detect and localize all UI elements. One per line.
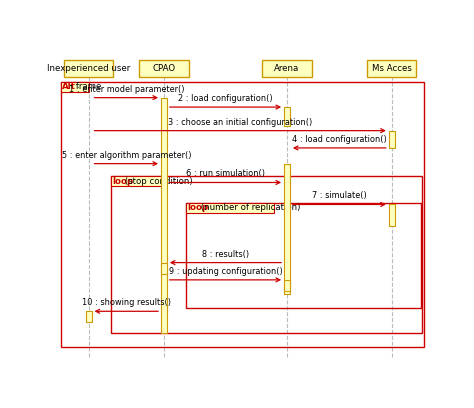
Text: 7 : simulate(): 7 : simulate() — [312, 191, 367, 200]
Text: 2 : load configuration(): 2 : load configuration() — [178, 94, 273, 103]
Bar — [389, 204, 395, 226]
Bar — [139, 60, 189, 77]
Bar — [284, 107, 290, 126]
Text: Arena: Arena — [274, 64, 300, 73]
Text: Inexperienced user: Inexperienced user — [47, 64, 130, 73]
Text: (stop condition): (stop condition) — [122, 177, 193, 186]
Text: 9 : updating configuration(): 9 : updating configuration() — [169, 267, 283, 276]
Bar — [367, 60, 417, 77]
Text: 8 : results(): 8 : results() — [202, 250, 249, 259]
Text: frame: frame — [73, 82, 101, 91]
Text: 6 : run simulation(): 6 : run simulation() — [186, 169, 265, 178]
Text: 5 : enter algorithm parameter(): 5 : enter algorithm parameter() — [62, 151, 191, 160]
Text: (number of replication): (number of replication) — [198, 204, 300, 213]
Bar — [284, 164, 290, 294]
Text: 10 : showing results(): 10 : showing results() — [82, 298, 171, 307]
Text: 1 : enter model parameter(): 1 : enter model parameter() — [69, 84, 184, 93]
Text: loop: loop — [112, 177, 133, 186]
Bar — [110, 176, 422, 333]
Bar — [186, 203, 421, 308]
Bar — [284, 280, 290, 291]
Bar — [86, 311, 91, 322]
Text: CPAO: CPAO — [152, 64, 175, 73]
Text: Alt: Alt — [62, 82, 76, 91]
Bar — [64, 60, 113, 77]
Bar — [161, 263, 167, 274]
Bar — [61, 82, 89, 92]
Bar — [389, 131, 395, 148]
Text: 4 : load configuration(): 4 : load configuration() — [292, 135, 387, 144]
Text: loop: loop — [187, 204, 209, 213]
Text: Ms Acces: Ms Acces — [372, 64, 411, 73]
Bar — [262, 60, 312, 77]
Bar — [186, 203, 274, 213]
Text: 3 : choose an initial configuration(): 3 : choose an initial configuration() — [168, 118, 312, 126]
Bar — [110, 176, 164, 186]
Bar — [161, 98, 167, 333]
Bar — [61, 82, 424, 348]
